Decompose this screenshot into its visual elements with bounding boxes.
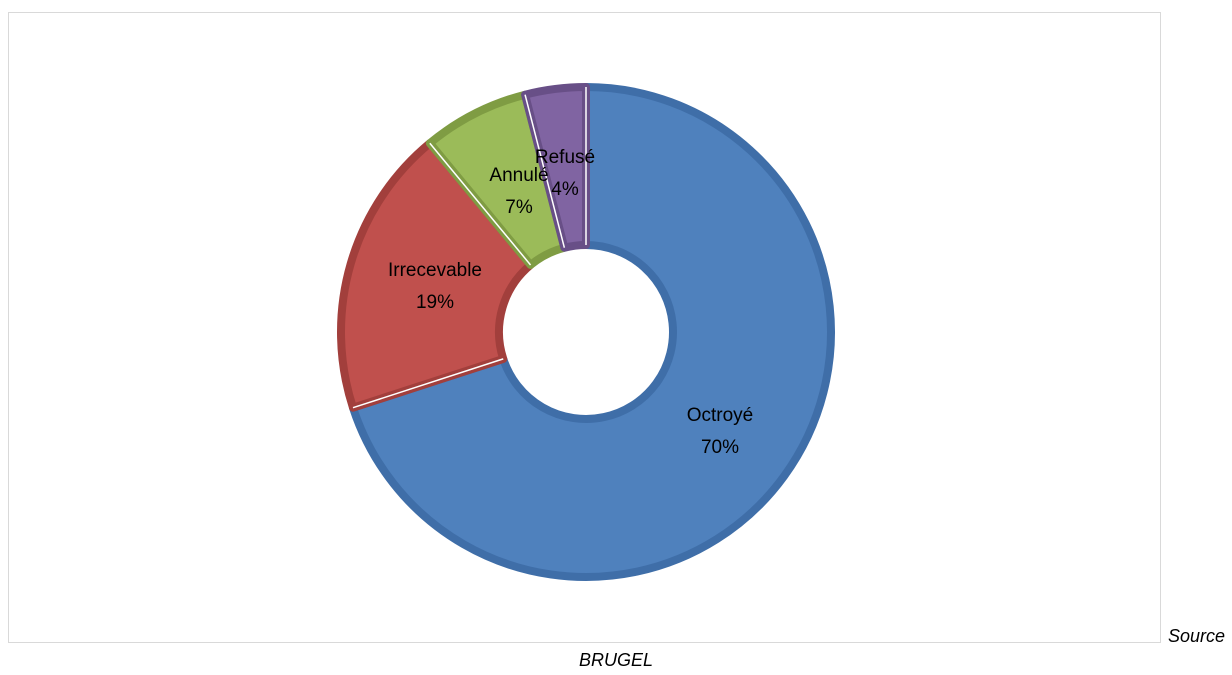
data-label-octroyé: Octroyé 70% — [687, 405, 754, 458]
source-name: BRUGEL — [578, 650, 654, 670]
slice-separator — [352, 358, 504, 409]
chart-area: Octroyé 70% Irrecevable 19% Annulé 7% Refusé 4% — [8, 12, 1161, 643]
data-label-refusé: Refusé 4% — [535, 147, 595, 200]
data-label-annulé: Annulé 7% — [489, 165, 548, 218]
source-label: Source — [1168, 626, 1226, 646]
slice-separator — [429, 142, 532, 266]
data-label-irrecevable: Irrecevable 19% — [388, 260, 482, 313]
doughnut-chart: Octroyé 70% Irrecevable 19%Annulé 7%Refusé 4% — [337, 83, 835, 581]
slice-octroyé — [348, 83, 835, 581]
slice-separator — [524, 94, 566, 248]
